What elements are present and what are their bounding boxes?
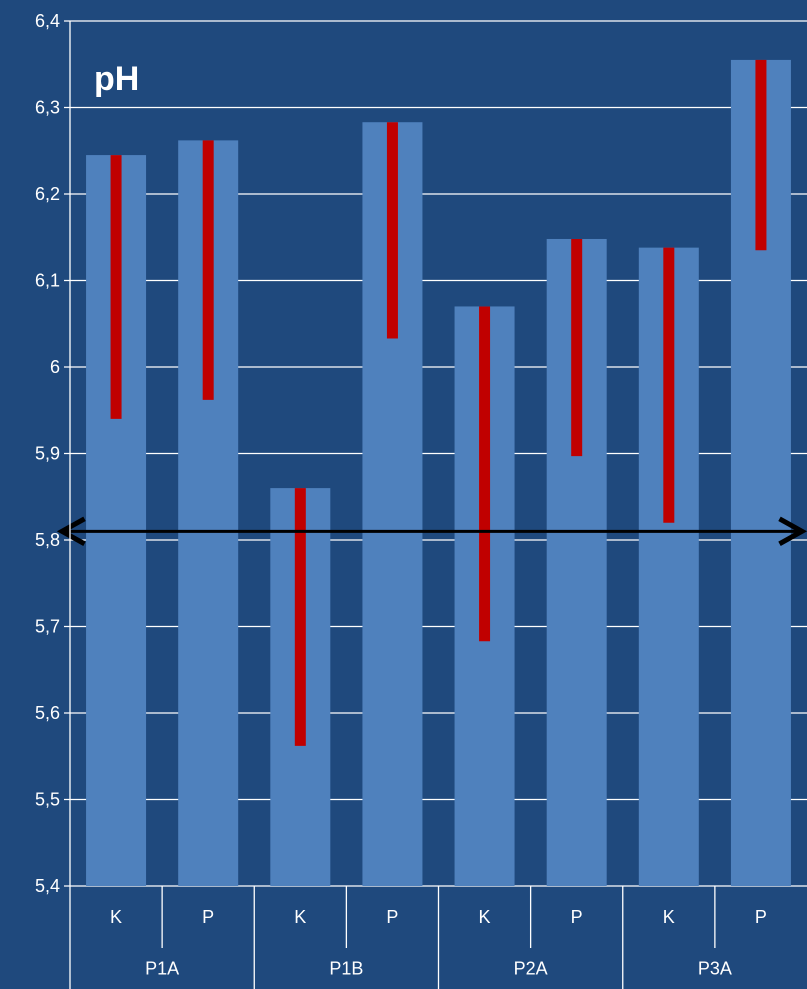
y-tick-label: 6: [50, 357, 60, 377]
y-tick-label: 5,9: [35, 444, 60, 464]
chart-title: pH: [94, 60, 139, 98]
y-tick-label: 6,4: [35, 11, 60, 31]
category-label: K: [663, 907, 675, 927]
bars: [86, 59, 791, 887]
y-tick-label: 5,7: [35, 617, 60, 637]
group-label: P1B: [329, 959, 363, 979]
category-axis: K P K P K P K P P1A P1B P2A P3A: [69, 21, 767, 989]
y-tick-label: 5,5: [35, 790, 60, 810]
y-tick-label: 6,3: [35, 98, 60, 118]
y-tick-label: 6,2: [35, 184, 60, 204]
y-tick-label: 5,4: [35, 876, 60, 896]
group-label: P3A: [698, 959, 732, 979]
y-tick-label: 5,6: [35, 703, 60, 723]
y-tick-label: 5,8: [35, 530, 60, 550]
category-label: P: [571, 907, 583, 927]
category-label: K: [479, 907, 491, 927]
category-label: K: [294, 907, 306, 927]
category-label: K: [110, 907, 122, 927]
y-tick-label: 6,1: [35, 271, 60, 291]
category-label: P: [386, 907, 398, 927]
category-label: P: [202, 907, 214, 927]
group-label: P2A: [514, 959, 548, 979]
category-label: P: [755, 907, 767, 927]
group-label: P1A: [145, 959, 179, 979]
y-axis-tick-labels: 5,4 5,5 5,6 5,7 5,8 5,9 6 6,1 6,2 6,3 6,4: [35, 11, 60, 896]
